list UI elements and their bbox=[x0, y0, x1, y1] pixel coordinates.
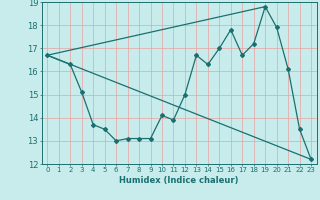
X-axis label: Humidex (Indice chaleur): Humidex (Indice chaleur) bbox=[119, 176, 239, 185]
